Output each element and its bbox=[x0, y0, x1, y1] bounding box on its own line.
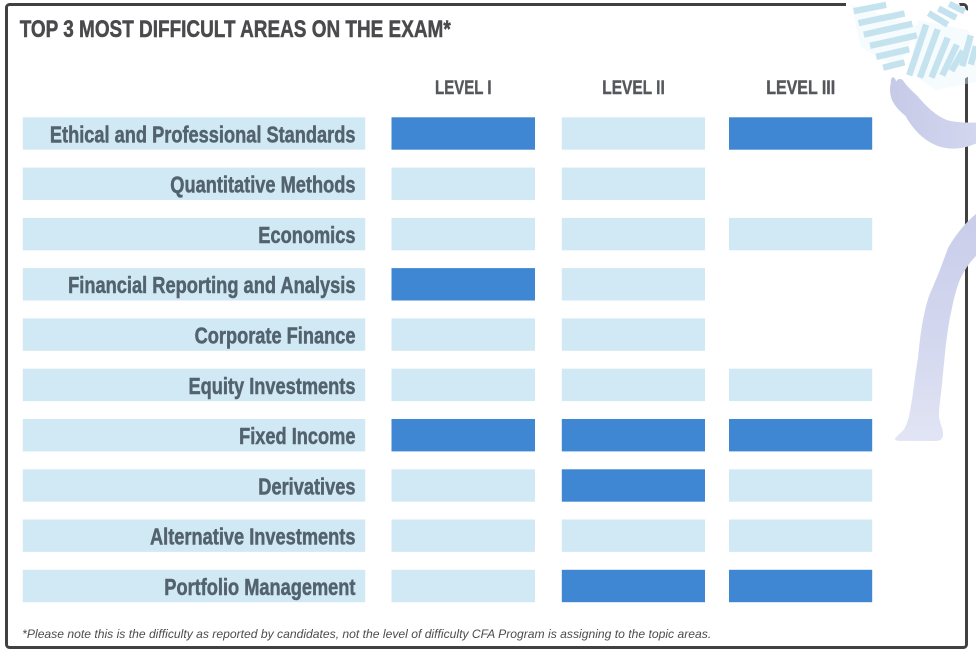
svg-text:Quantitative Methods: Quantitative Methods bbox=[170, 172, 355, 198]
svg-text:Portfolio Management: Portfolio Management bbox=[164, 574, 355, 600]
svg-text:*Please note this is the diffi: *Please note this is the difficulty as r… bbox=[22, 627, 711, 641]
svg-text:Ethical and Professional Stand: Ethical and Professional Standards bbox=[50, 121, 356, 147]
svg-text:LEVEL I: LEVEL I bbox=[435, 77, 492, 99]
svg-text:Financial Reporting and Analys: Financial Reporting and Analysis bbox=[68, 272, 355, 298]
svg-text:Alternative Investments: Alternative Investments bbox=[150, 524, 356, 550]
svg-text:Equity Investments: Equity Investments bbox=[189, 373, 356, 399]
svg-text:LEVEL III: LEVEL III bbox=[766, 77, 835, 99]
svg-text:Derivatives: Derivatives bbox=[258, 473, 355, 499]
svg-text:Corporate Finance: Corporate Finance bbox=[195, 323, 356, 349]
svg-text:LEVEL II: LEVEL II bbox=[602, 77, 665, 99]
svg-text:TOP 3 MOST DIFFICULT AREAS ON: TOP 3 MOST DIFFICULT AREAS ON THE EXAM* bbox=[20, 16, 452, 43]
svg-text:Economics: Economics bbox=[258, 222, 355, 248]
svg-text:Fixed Income: Fixed Income bbox=[239, 423, 355, 449]
